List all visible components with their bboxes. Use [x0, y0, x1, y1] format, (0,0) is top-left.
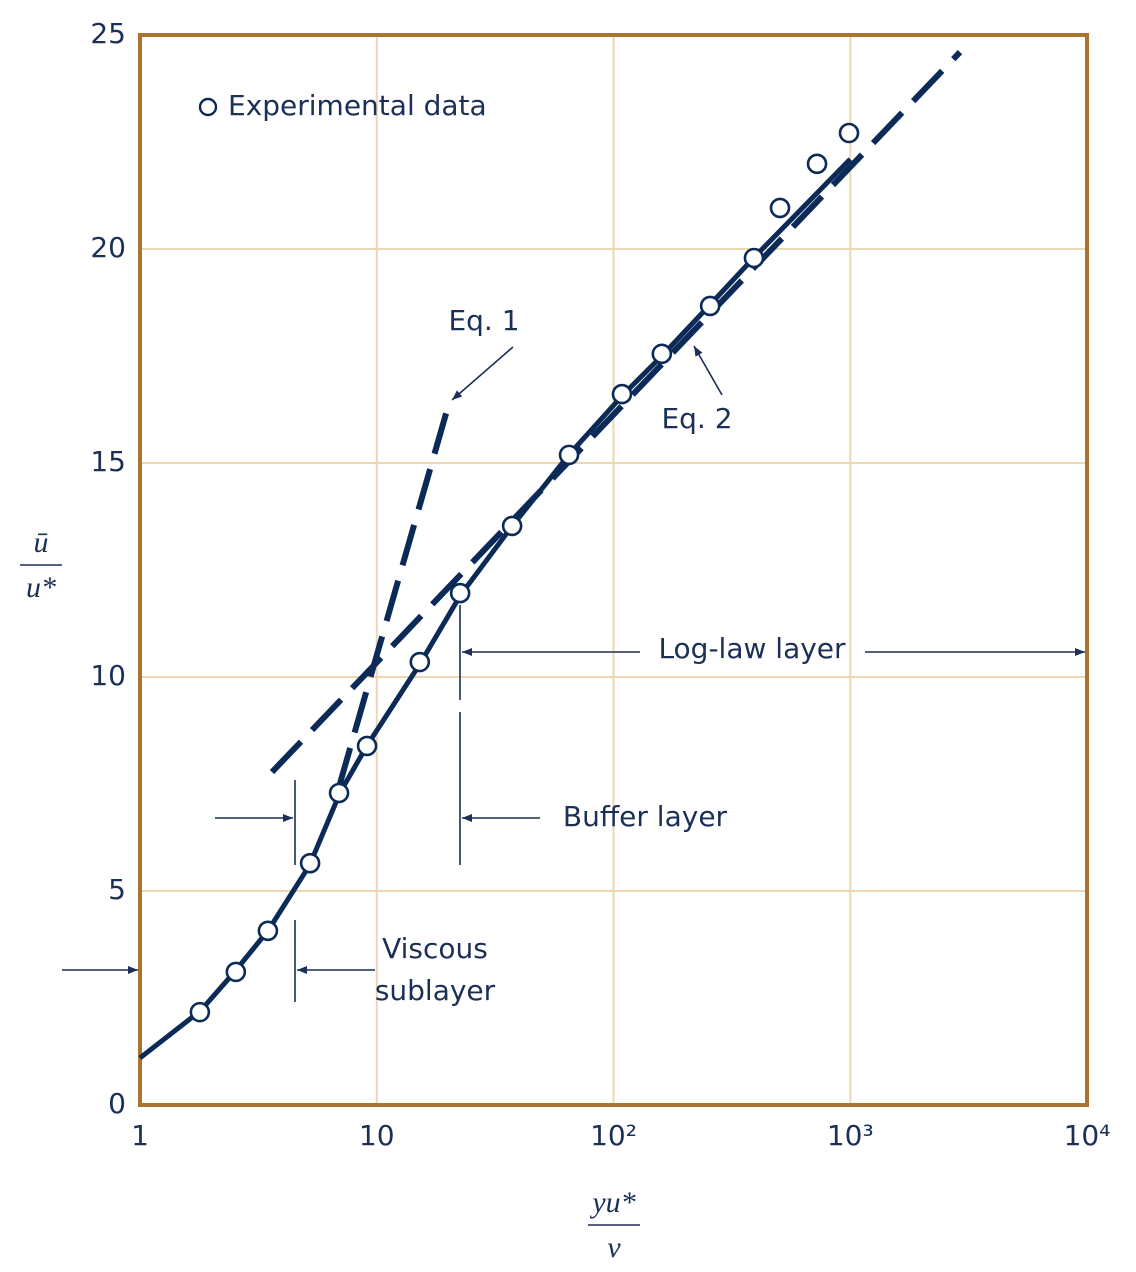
curve [138, 157, 853, 1060]
data-point [189, 1001, 211, 1023]
x-tick-label: 10² [590, 1119, 637, 1152]
data-point [699, 295, 721, 317]
x-tick-label: 10 [359, 1119, 395, 1152]
annotations [20, 345, 1085, 1226]
y-label: u* [26, 571, 56, 604]
x-tick-label: 1 [131, 1119, 149, 1152]
y-tick-label: 15 [90, 445, 126, 478]
legend-marker [198, 97, 218, 117]
curve [269, 50, 963, 775]
arrow [451, 346, 514, 401]
y-label: ū [34, 526, 49, 559]
data-point [806, 153, 828, 175]
y-tick-label: 5 [108, 873, 126, 906]
data-point [409, 651, 431, 673]
data-point [299, 852, 321, 874]
x-tick-label: 10³ [827, 1119, 874, 1152]
data-point [611, 383, 633, 405]
annotation: Buffer layer [563, 800, 728, 833]
annotation: Eq. 1 [448, 304, 519, 337]
data-point [838, 122, 860, 144]
y-tick-label: 10 [90, 659, 126, 692]
data-point [257, 920, 279, 942]
data-point [558, 444, 580, 466]
annotation: sublayer [375, 974, 496, 1007]
data-point [743, 247, 765, 269]
data-point [769, 197, 791, 219]
annotation: Log-law layer [658, 632, 846, 665]
marks [138, 50, 963, 1060]
y-tick-label: 25 [90, 17, 126, 50]
annotation: Viscous [382, 932, 488, 965]
data-point [449, 582, 471, 604]
arrow [693, 345, 723, 396]
x-tick-label: 10⁴ [1064, 1119, 1111, 1152]
annotation: Eq. 2 [661, 402, 732, 435]
data-point [501, 515, 523, 537]
data-point [651, 343, 673, 365]
data-point [225, 961, 247, 983]
data-point [328, 782, 350, 804]
legend-label: Experimental data [228, 89, 487, 122]
plot-frame [138, 33, 1089, 1107]
curve [335, 402, 452, 790]
y-tick-label: 0 [108, 1087, 126, 1120]
grid [138, 33, 1089, 1107]
data-point [356, 735, 378, 757]
y-tick-label: 20 [90, 231, 126, 264]
x-label: ν [607, 1231, 621, 1264]
x-label: yu* [589, 1186, 635, 1219]
